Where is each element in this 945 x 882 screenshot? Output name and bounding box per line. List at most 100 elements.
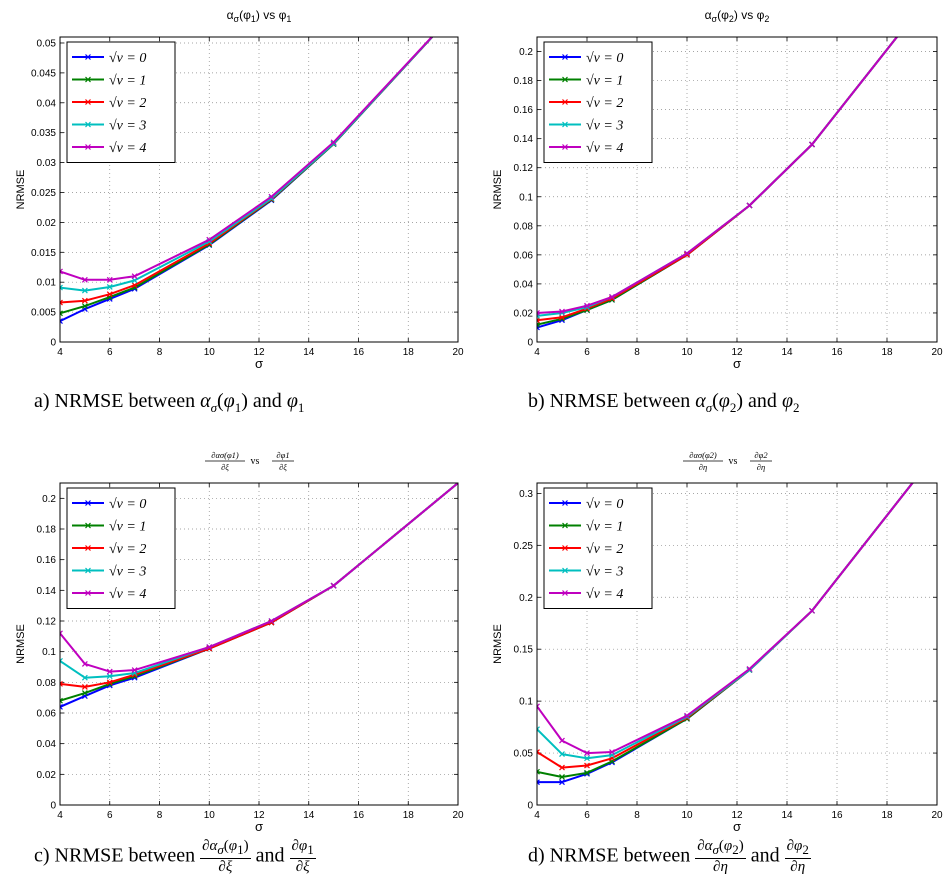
caption-d-frac-left: ∂ασ(φ2) ∂η <box>695 838 746 875</box>
data-point <box>60 310 63 317</box>
chart-panel-a: 4 6 8 10 12 14 16 18 20 0 0.005 0.01 0.015 0.02 0.025 0… <box>15 6 464 371</box>
data-point <box>60 268 63 275</box>
series-line-4 <box>60 37 434 281</box>
data-point <box>746 666 753 672</box>
y-tick-label: 0.03 <box>37 158 57 169</box>
data-point <box>559 751 565 758</box>
x-tick-label: 8 <box>157 347 163 358</box>
title-vs: vs <box>729 456 738 467</box>
legend-label: √v = 2 <box>109 542 146 557</box>
data-point <box>537 768 540 775</box>
data-point <box>60 657 63 664</box>
y-tick-label: 0.05 <box>514 749 534 760</box>
data-point <box>60 318 63 324</box>
y-axis-label: NRMSE <box>15 170 27 210</box>
legend: √v = 0 √v = 1 √v = 2 √v = 3 √v = 4 <box>543 487 653 609</box>
y-tick-label: 0.005 <box>31 308 56 319</box>
y-axis-label: NRMSE <box>15 624 27 664</box>
chart-title: ∂ασ(φ1) ∂ξ vs ∂φ1 ∂ξ <box>205 450 294 472</box>
data-point <box>106 291 113 298</box>
x-tick-label: 20 <box>452 347 464 358</box>
data-point <box>131 273 138 280</box>
y-axis-label: NRMSE <box>492 624 504 664</box>
data-point <box>584 750 590 756</box>
legend-label: √v = 4 <box>586 141 623 156</box>
title-frac-left-den: ∂η <box>699 462 707 472</box>
data-point <box>268 193 275 200</box>
y-tick-label: 0.12 <box>514 163 534 174</box>
data-point <box>746 202 753 209</box>
x-tick-label: 14 <box>781 810 793 821</box>
data-point <box>131 667 138 673</box>
y-tick-label: 0.1 <box>519 192 533 203</box>
chart-panel-d: 4 6 8 10 12 14 16 18 20 0 0.05 0.1 0.15 0.2 0.25 0.3 σ NR… <box>492 449 943 834</box>
x-axis-label: σ <box>733 819 741 834</box>
data-point <box>106 673 113 680</box>
legend-label: √v = 2 <box>586 96 623 111</box>
y-tick-label: 0.06 <box>514 250 534 261</box>
data-point <box>60 697 63 704</box>
x-tick-label: 4 <box>534 347 540 358</box>
x-tick-label: 6 <box>584 810 590 821</box>
data-point <box>330 139 337 146</box>
title-frac-left-den: ∂ξ <box>221 462 229 472</box>
legend-label: √v = 0 <box>109 497 146 512</box>
y-tick-label: 0.02 <box>37 770 57 781</box>
x-tick-label: 20 <box>931 810 943 821</box>
title-frac-right-num: ∂φ2 <box>754 450 768 460</box>
x-tick-label: 10 <box>204 810 216 821</box>
series-group <box>60 6 461 324</box>
data-point <box>60 630 63 637</box>
data-point <box>609 294 615 300</box>
data-point <box>81 276 88 283</box>
x-tick-label: 8 <box>634 347 640 358</box>
series-line-4 <box>60 483 458 673</box>
y-tick-label: 0.25 <box>514 541 534 552</box>
x-tick-label: 16 <box>831 810 843 821</box>
y-tick-label: 0.2 <box>519 47 533 58</box>
caption-c-prefix: c) NRMSE between <box>34 844 196 867</box>
data-point <box>60 299 63 306</box>
data-point <box>935 449 940 454</box>
chart-title: ∂ασ(φ2) ∂η vs ∂φ2 ∂η <box>683 450 772 472</box>
legend-label: √v = 4 <box>586 587 623 602</box>
x-tick-label: 16 <box>831 347 843 358</box>
caption-b-and: and <box>748 390 777 412</box>
legend: √v = 0 √v = 1 √v = 2 √v = 3 √v = 4 <box>66 41 176 163</box>
y-tick-label: 0.04 <box>514 279 534 290</box>
caption-c-frac-left: ∂ασ(φ1) ∂ξ <box>200 838 251 875</box>
data-point <box>456 6 461 11</box>
x-tick-label: 10 <box>681 810 693 821</box>
y-tick-label: 0.1 <box>519 697 533 708</box>
data-point <box>609 749 615 755</box>
legend-label: √v = 2 <box>109 96 146 111</box>
caption-a-and: and <box>252 390 282 412</box>
series-group <box>537 37 899 331</box>
data-point <box>935 449 940 454</box>
x-tick-label: 18 <box>881 347 893 358</box>
data-point <box>456 6 461 11</box>
data-point <box>456 6 461 11</box>
x-tick-label: 16 <box>353 347 365 358</box>
x-tick-label: 14 <box>781 347 793 358</box>
data-point <box>131 282 138 289</box>
plot-frame <box>59 482 459 806</box>
y-tick-label: 0.04 <box>37 739 57 750</box>
x-tick-label: 8 <box>157 810 163 821</box>
series-group <box>60 483 458 710</box>
legend-label: √v = 3 <box>109 119 146 134</box>
data-point <box>809 607 815 614</box>
x-tick-label: 12 <box>731 347 743 358</box>
data-point <box>935 449 940 454</box>
caption-c: c) NRMSE between ∂ασ(φ1) ∂ξ and ∂φ1 ∂ξ <box>34 838 316 876</box>
x-tick-label: 10 <box>204 347 216 358</box>
data-point <box>684 250 690 257</box>
x-tick-label: 14 <box>303 810 315 821</box>
title-frac-right-den: ∂ξ <box>279 462 287 472</box>
plot-frame <box>536 482 938 806</box>
x-axis-label: σ <box>733 356 741 371</box>
data-point <box>809 141 815 148</box>
chart-title: ασ(φ1) vs φ1 <box>227 8 292 24</box>
x-axis-label: σ <box>255 819 263 834</box>
y-tick-label: 0.02 <box>37 218 57 229</box>
